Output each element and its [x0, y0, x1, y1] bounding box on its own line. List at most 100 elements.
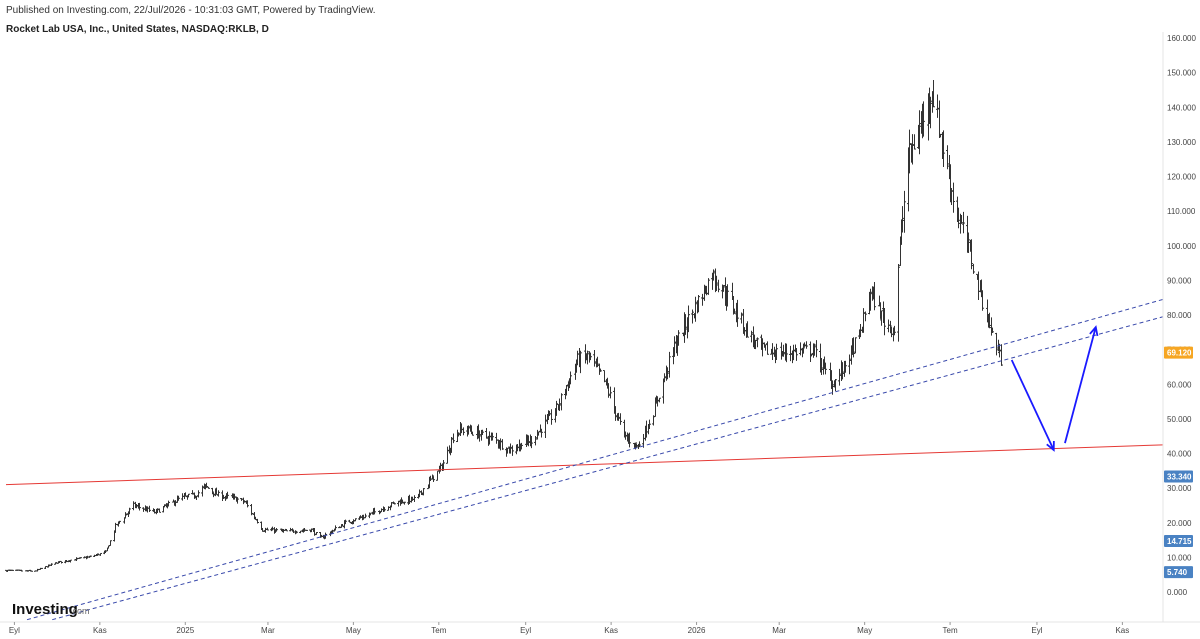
- ohlc-bar: [481, 429, 484, 435]
- ohlc-bar: [50, 563, 53, 567]
- ohlc-bar: [887, 319, 890, 333]
- price-badges: 69.120 33.340 14.715 5.740: [1164, 346, 1193, 579]
- ohlc-bar: [89, 555, 92, 557]
- ohlc-bar: [555, 400, 558, 416]
- ohlc-bar: [972, 263, 975, 274]
- ohlc-bar: [938, 100, 941, 139]
- ohlc-bar: [125, 513, 128, 516]
- ohlc-bar: [354, 518, 357, 522]
- ohlc-bar: [957, 207, 960, 229]
- ohlc-bar: [163, 504, 166, 508]
- ohlc-bar: [599, 368, 602, 372]
- ohlc-bar: [254, 516, 257, 520]
- ohlc-bar: [962, 211, 965, 234]
- ohlc-bar: [383, 507, 386, 512]
- ohlc-bar: [810, 353, 813, 357]
- ohlc-bar: [789, 345, 792, 362]
- ohlc-bar: [736, 299, 739, 327]
- ohlc-bar: [275, 527, 278, 532]
- ohlc-bar: [995, 332, 998, 356]
- ohlc-bar: [467, 425, 470, 435]
- ohlc-bar: [658, 397, 661, 403]
- ohlc-bar: [132, 501, 135, 511]
- ohlc-bar: [403, 501, 406, 505]
- ohlc-bar: [864, 311, 867, 322]
- ohlc-bar: [673, 336, 676, 357]
- ohlc-bar: [936, 94, 939, 118]
- price-axis[interactable]: 160.000 150.000 140.000 130.000 120.000 110.0…: [1167, 34, 1196, 597]
- ohlc-bar: [201, 485, 204, 497]
- ohlc-bar: [485, 427, 488, 439]
- ohlc-bar: [838, 368, 841, 386]
- ohlc-bar: [988, 312, 991, 329]
- ohlc-bar: [107, 545, 110, 549]
- ohlc-bar: [740, 312, 743, 324]
- ohlc-bar: [246, 500, 249, 508]
- logo-suffix: .com: [70, 606, 90, 616]
- price-badge-label: 33.340: [1167, 473, 1192, 482]
- ohlc-bar: [883, 308, 886, 336]
- price-tick-label: 50.000: [1167, 415, 1192, 424]
- ohlc-bar: [565, 385, 568, 396]
- ohlc-bar: [841, 362, 844, 380]
- ohlc-bar: [813, 343, 816, 356]
- ohlc-bar: [981, 290, 984, 311]
- ohlc-bar: [128, 507, 131, 515]
- ohlc-bar: [694, 296, 697, 322]
- ohlc-bar: [648, 419, 651, 429]
- ohlc-bar: [560, 393, 563, 411]
- time-axis[interactable]: Eyl Kas 2025 Mar May Tem Eyl Kas 2026 Mar May Tem Ey…: [9, 622, 1129, 635]
- ohlc-bar: [746, 321, 749, 338]
- projection-arrow[interactable]: [1010, 359, 1055, 452]
- ohlc-bar: [782, 344, 785, 357]
- ohlc-bar: [893, 325, 896, 336]
- ohlc-bar: [712, 269, 715, 281]
- ohlc-bar: [596, 356, 599, 368]
- ohlc-bar: [609, 386, 612, 399]
- ohlc-bar: [668, 351, 671, 378]
- ohlc-bar: [452, 433, 455, 444]
- ohlc-bar: [722, 284, 725, 292]
- ohlc-bar: [471, 431, 474, 436]
- ohlc-bar: [534, 436, 537, 446]
- time-tick-label: May: [346, 626, 361, 635]
- ohlc-bar: [158, 508, 161, 513]
- ohlc-bar: [802, 343, 805, 354]
- trend-line[interactable]: [52, 316, 1164, 621]
- trend-line[interactable]: [5, 444, 1164, 486]
- ohlc-bar: [854, 337, 857, 354]
- ohlc-bar: [550, 409, 553, 425]
- ohlc-bar: [462, 427, 465, 436]
- ohlc-bar: [666, 367, 669, 380]
- ohlc-bar: [501, 439, 504, 450]
- projection-arrow[interactable]: [1064, 325, 1099, 444]
- ohlc-bar: [932, 79, 935, 108]
- ohlc-bar: [862, 308, 865, 333]
- time-tick-label: 2025: [176, 626, 194, 635]
- ohlc-bar: [187, 493, 190, 498]
- time-tick-label: Kas: [1115, 626, 1129, 635]
- ohlc-bar: [167, 500, 170, 507]
- ohlc-bar: [792, 344, 795, 361]
- ohlc-bar: [901, 206, 904, 233]
- ohlc-bar: [750, 330, 753, 343]
- ohlc-bar: [897, 263, 900, 342]
- ohlc-bar: [135, 504, 138, 509]
- ohlc-bar: [266, 527, 269, 531]
- ohlc-bar: [109, 540, 112, 546]
- ohlc-bar: [911, 134, 914, 165]
- price-tick-label: 60.000: [1167, 380, 1192, 389]
- ohlc-bar: [509, 443, 512, 454]
- ohlc-bar: [30, 570, 33, 572]
- ohlc-bar: [207, 486, 210, 489]
- trend-line[interactable]: [26, 298, 1164, 621]
- ohlc-bar: [809, 341, 812, 363]
- ohlc-bar: [344, 519, 347, 525]
- ohlc-bar: [761, 338, 764, 357]
- investing-logo: Investing .com: [12, 601, 90, 618]
- ohlc-bar: [495, 432, 498, 444]
- time-tick-label: May: [857, 626, 872, 635]
- ohlc-bar: [635, 443, 638, 448]
- ohlc-bar: [217, 490, 220, 497]
